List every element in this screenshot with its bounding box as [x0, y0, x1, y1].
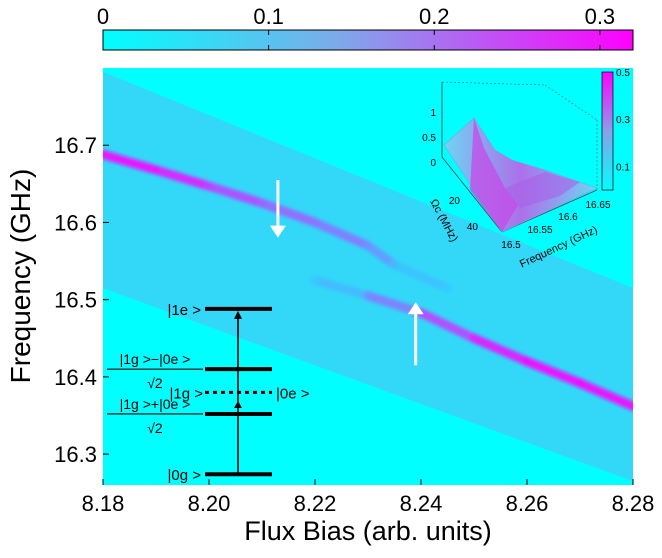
trace-point — [471, 335, 477, 342]
y-tick-label: 16.7 — [54, 133, 97, 158]
inset-colorbar-tick: 0.5 — [616, 68, 630, 79]
energy-level-label: |0g > — [167, 467, 201, 484]
inset-omega-tick: 40 — [467, 222, 479, 233]
trace-segment — [257, 198, 320, 227]
energy-level-label-denominator: √2 — [147, 375, 163, 391]
trace-point — [206, 183, 212, 190]
inset-axis-frequency — [501, 189, 598, 233]
inset-frequency-tick: 16.65 — [585, 200, 610, 211]
energy-level-label-numerator: |1g >−|0e > — [120, 351, 191, 367]
trace-segment — [575, 378, 633, 411]
x-tick-label: 8.28 — [612, 491, 655, 516]
colorbar-tick-label: 0.1 — [253, 4, 284, 29]
measurement-band — [103, 71, 633, 482]
trace-segment — [363, 241, 399, 270]
inset-colorbar-tick: 0.1 — [616, 162, 630, 173]
trace-segment — [310, 275, 373, 301]
trace-point — [365, 292, 371, 299]
y-axis-label: Frequency (GHz) — [5, 169, 36, 384]
trace-segment — [103, 149, 161, 175]
colorbar-ticks: 0 0.1 0.2 0.3 — [97, 4, 615, 50]
y-tick-label: 16.6 — [54, 210, 97, 235]
inset-colorbar — [601, 71, 614, 191]
energy-level-label: |1e > — [167, 302, 201, 319]
arrows — [269, 179, 424, 366]
energy-level-diagram: |1e > |1g >−|0e > √2 |1g > |0e > |1g >+|0e > √… — [107, 302, 310, 484]
trace-segment — [310, 217, 373, 251]
trace-point — [524, 358, 530, 365]
main-plot: |1e > |1g >−|0e > √2 |1g > |0e > |1g >+|0e > √… — [103, 68, 633, 485]
transition-arrow-head — [234, 400, 242, 408]
trace-point — [577, 380, 583, 387]
y-tick-label: 16.4 — [54, 365, 97, 390]
colorbar: 0 0.1 0.2 0.3 — [97, 4, 634, 51]
inset-omega-tick: 20 — [449, 196, 461, 207]
x-tick-label: 8.20 — [188, 491, 231, 516]
inset-z-tick: 0.5 — [422, 133, 436, 144]
colorbar-tick-label: 0.3 — [585, 4, 616, 29]
inset-axis-omega — [441, 156, 503, 233]
arrow-head — [407, 302, 424, 315]
inset-surface-ridge — [505, 172, 580, 208]
trace-point — [103, 151, 106, 158]
inset-colorbar-tick: 0.3 — [616, 115, 630, 126]
colorbar-bar — [102, 29, 634, 51]
trace-segment — [151, 165, 214, 191]
x-tick-label: 8.24 — [400, 491, 443, 516]
inset-frequency-tick: 16.55 — [527, 225, 552, 236]
energy-level-label-numerator: |1g >+|0e > — [120, 396, 191, 412]
inset-frequency-tick: 16.5 — [501, 240, 521, 251]
x-axis-label: Flux Bias (arb. units) — [244, 516, 492, 546]
trace-point — [444, 285, 451, 292]
energy-level-label: |0e > — [276, 385, 310, 402]
colorbar-tick-label: 0.2 — [419, 4, 450, 29]
x-tick-label: 8.18 — [82, 491, 125, 516]
inset-z-tick: 1 — [430, 108, 436, 119]
trace-point — [312, 277, 318, 284]
x-tick-label: 8.22 — [294, 491, 337, 516]
trace-point — [365, 242, 371, 249]
trace-segment — [390, 260, 452, 293]
trace-point — [259, 200, 265, 207]
arrow-head — [269, 225, 286, 238]
trace-segment — [204, 181, 267, 208]
inset-frequency-tick: 16.6 — [558, 212, 578, 223]
trace-segment — [416, 308, 479, 343]
x-axis-ticks: 8.18 8.20 8.22 8.24 8.26 8.28 — [82, 479, 655, 516]
y-tick-label: 16.5 — [54, 288, 97, 313]
trace-segment — [522, 356, 585, 388]
inset-surface-ridge — [470, 118, 518, 232]
transition-arrow-head — [234, 310, 242, 319]
trace-segment — [469, 333, 532, 366]
trace-point — [630, 403, 633, 410]
trace-point — [312, 219, 318, 226]
colorbar-tick-label: 0 — [97, 4, 109, 29]
y-axis-ticks: 16.3 16.4 16.5 16.6 16.7 — [54, 133, 109, 467]
inset-z-tick: 0 — [430, 158, 436, 169]
energy-level-label-denominator: √2 — [147, 420, 163, 436]
inset-box-edge — [544, 84, 598, 121]
trace-point — [153, 166, 159, 173]
x-tick-label: 8.26 — [506, 491, 549, 516]
y-tick-label: 16.3 — [54, 442, 97, 467]
trace-point — [391, 261, 398, 268]
energy-level-label: |1g > — [169, 385, 203, 402]
inset-box-edge — [441, 81, 546, 86]
